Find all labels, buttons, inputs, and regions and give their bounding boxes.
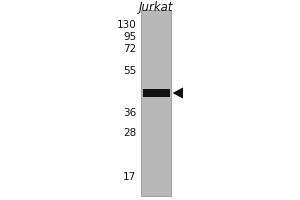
Polygon shape: [172, 87, 183, 99]
Text: 28: 28: [123, 128, 136, 138]
Text: Jurkat: Jurkat: [139, 0, 173, 14]
Bar: [142, 89, 170, 97]
Text: 95: 95: [123, 32, 136, 42]
Text: 130: 130: [117, 20, 136, 30]
Bar: [141, 10, 171, 196]
Text: 36: 36: [123, 108, 136, 118]
Text: 55: 55: [123, 66, 136, 76]
Text: 72: 72: [123, 44, 136, 54]
Text: 17: 17: [123, 172, 136, 182]
